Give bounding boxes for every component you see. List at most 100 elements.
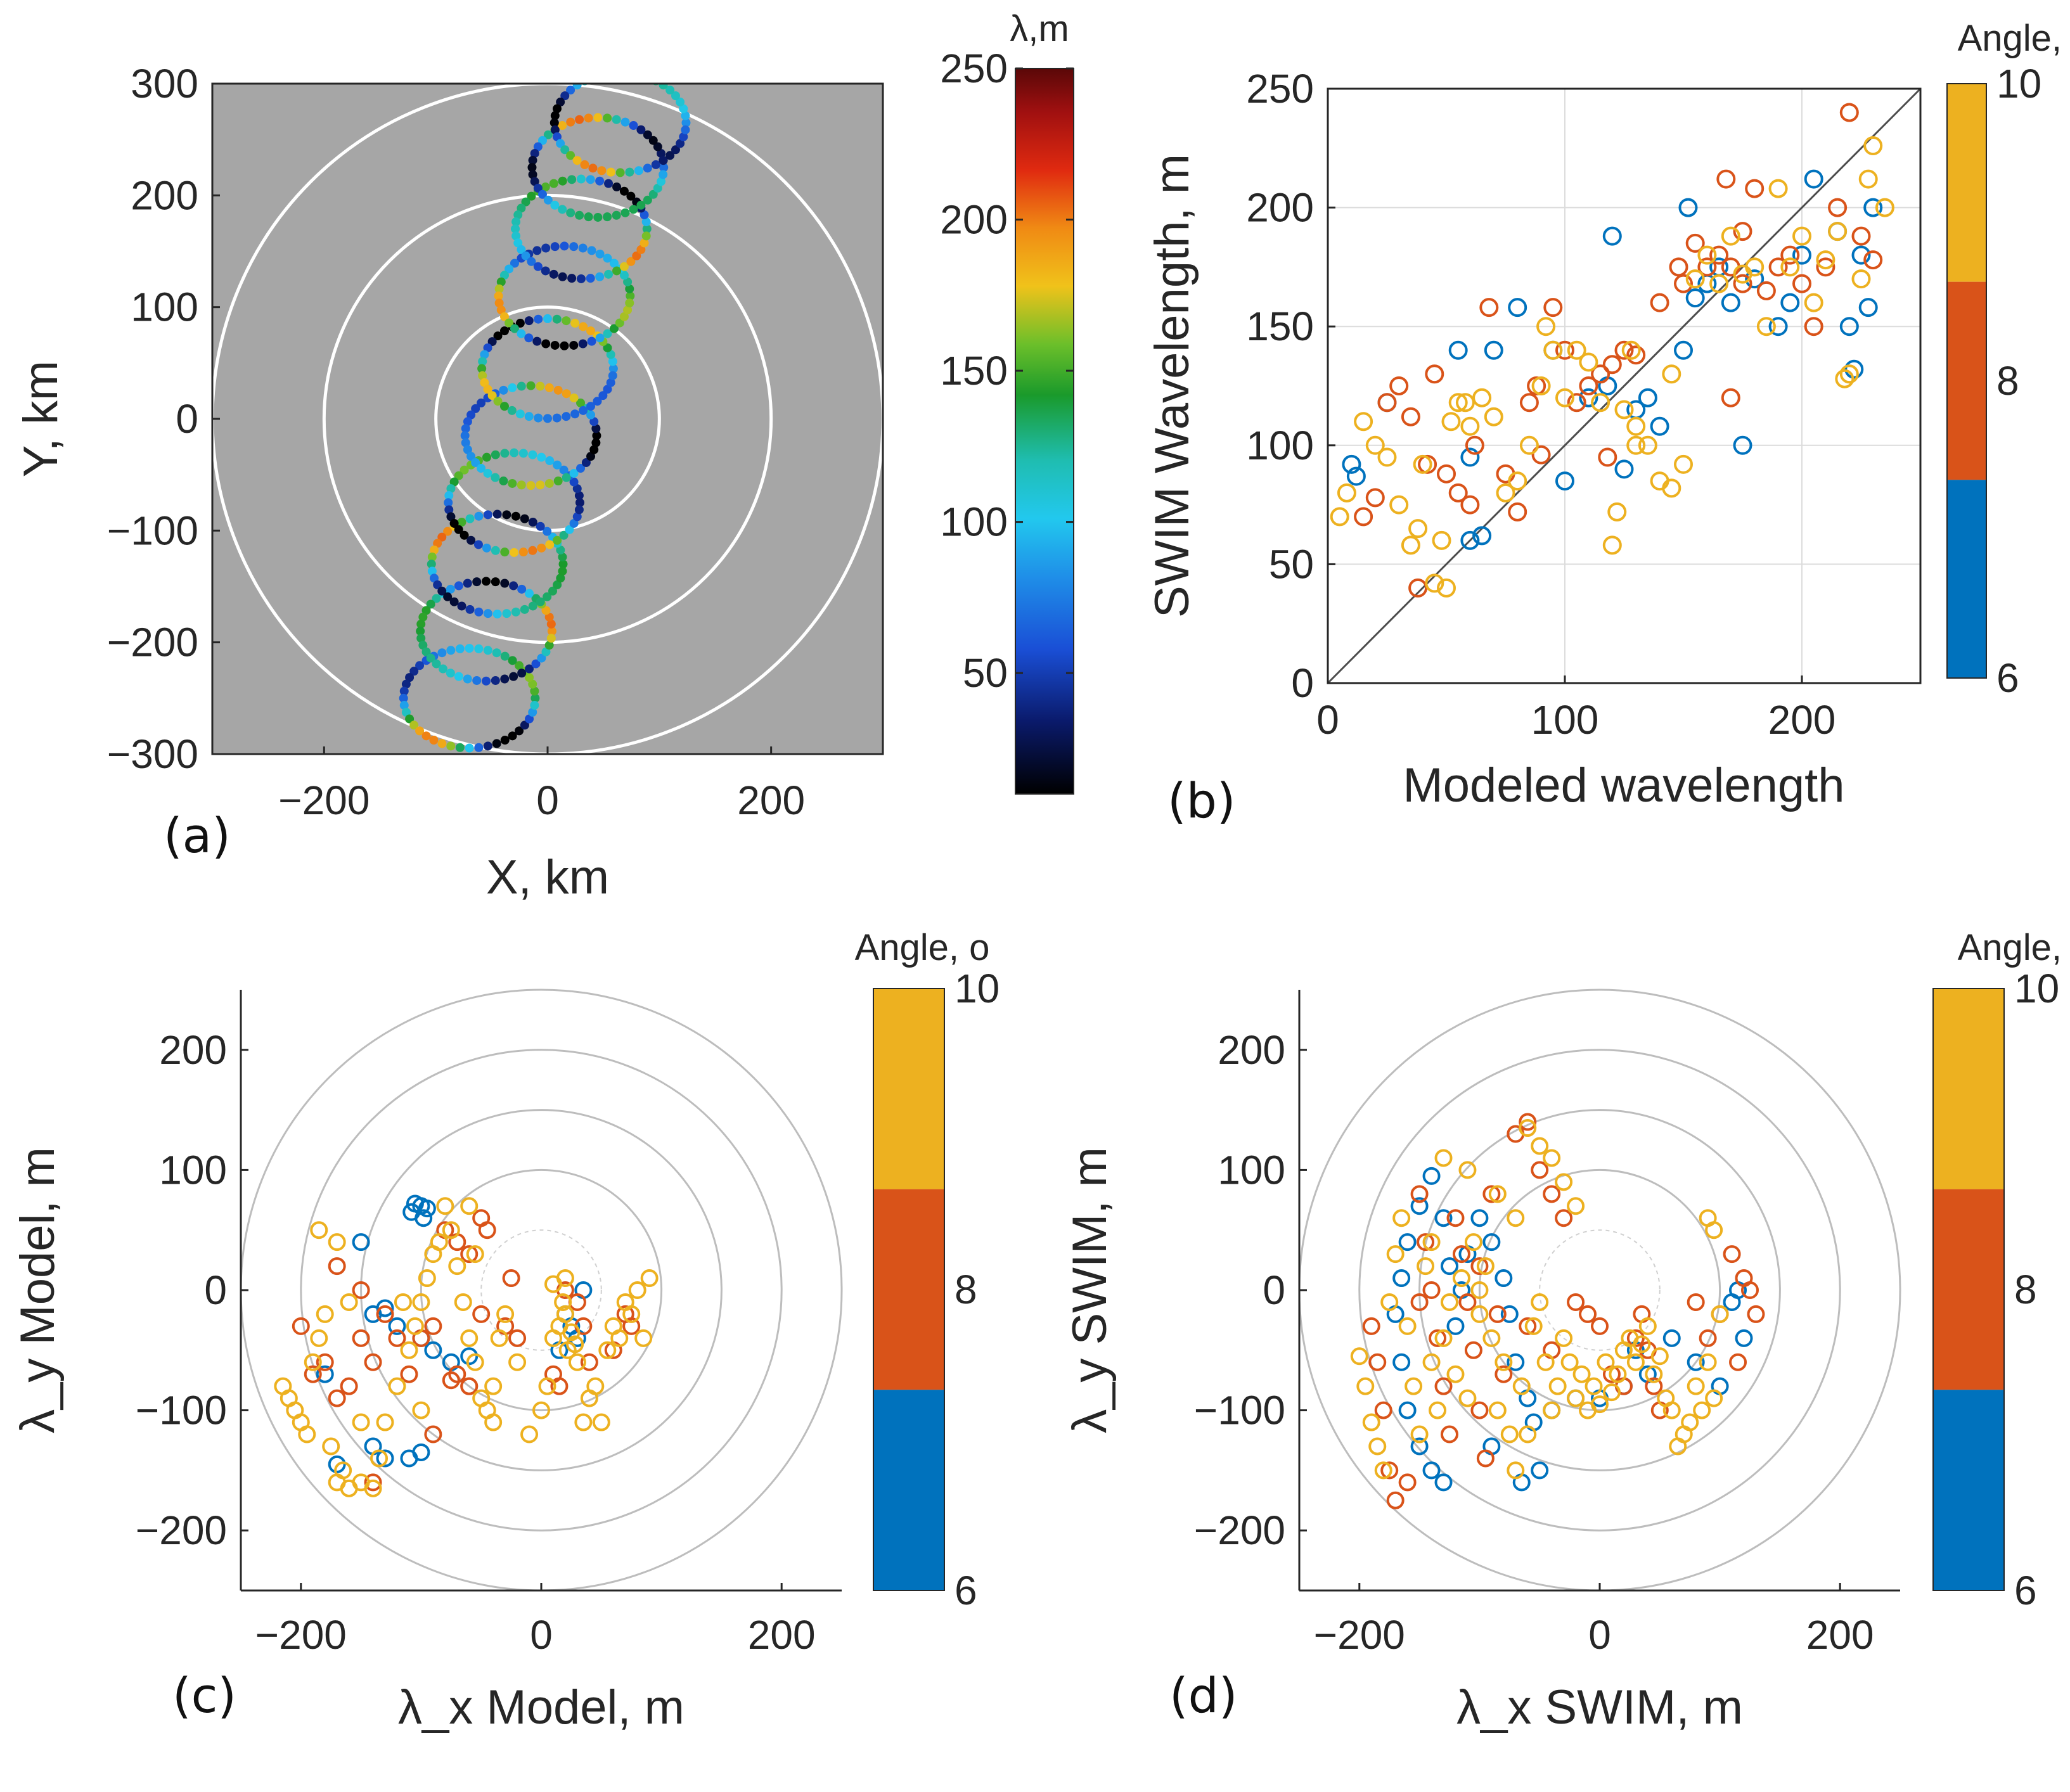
panel-c-colorbar-title: Angle, o [855, 927, 990, 968]
colorbar-segment [1933, 989, 2004, 1189]
panel-d-points [1350, 1113, 1765, 1509]
wavelength-point [454, 672, 463, 681]
data-point [1512, 1377, 1531, 1395]
panel-b-identity-line [1327, 87, 1922, 684]
wavelength-point [586, 452, 596, 461]
wavelength-point [437, 586, 447, 596]
data-point [1531, 1137, 1549, 1155]
data-point [1458, 1293, 1477, 1311]
wavelength-point [676, 98, 685, 107]
wavelength-point [623, 305, 633, 315]
data-point [1851, 245, 1871, 265]
data-point [1452, 1245, 1470, 1264]
wavelength-point [510, 448, 519, 458]
panel-d: −200 0 200 200 100 0 −100 −200 λ_x SWIM, m λ_y … [1063, 927, 2070, 1734]
wavelength-point [500, 449, 510, 458]
x-tick-label: 0 [1588, 1612, 1611, 1658]
data-point [1591, 364, 1610, 384]
colorbar-tick-label: 6 [1996, 655, 2019, 701]
data-point [538, 1377, 556, 1395]
data-point [1472, 526, 1492, 546]
wavelength-point [494, 298, 504, 308]
wavelength-point [493, 397, 503, 406]
wavelength-point [625, 69, 634, 78]
data-point [1398, 1233, 1417, 1251]
wavelength-point [513, 238, 523, 248]
data-point [1356, 1377, 1375, 1395]
wavelength-point [553, 535, 562, 545]
panel-b-axes-box [1327, 87, 1922, 684]
data-point [622, 1305, 641, 1323]
wavelength-point [643, 195, 652, 205]
data-point [1495, 1269, 1513, 1288]
y-tick-label: −200 [1194, 1507, 1285, 1553]
data-point [1685, 269, 1705, 289]
data-point [1721, 293, 1740, 312]
wavelength-point [446, 646, 456, 655]
wavelength-point [511, 217, 521, 227]
y-tick-label: 50 [1269, 541, 1314, 587]
colorbar-frame [873, 988, 945, 1591]
wavelength-point [558, 205, 567, 214]
wavelength-point [409, 667, 419, 676]
wavelength-point [550, 111, 560, 120]
data-point [1460, 530, 1480, 550]
data-point [1484, 340, 1503, 360]
data-point [1602, 1383, 1621, 1402]
wavelength-point [418, 641, 428, 650]
data-point [610, 1329, 629, 1347]
panel-d-colorbar: 10 8 6 [1932, 966, 2059, 1613]
wavelength-point [641, 231, 651, 241]
data-point [1342, 454, 1361, 474]
data-point [1448, 393, 1468, 413]
wavelength-point [533, 183, 543, 193]
colorbar-tick-label: 250 [940, 46, 1008, 91]
data-point [1441, 1293, 1458, 1311]
data-point [1650, 293, 1669, 312]
wavelength-point [527, 191, 536, 201]
wavelength-point [480, 350, 489, 359]
colorbar-segment [1933, 1390, 2004, 1590]
wavelength-point [500, 736, 510, 745]
wavelength-point [517, 245, 526, 254]
data-point [1422, 1233, 1441, 1251]
wavelength-point [525, 664, 534, 674]
wavelength-point [437, 648, 447, 658]
data-point [1567, 340, 1586, 360]
colorbar-frame [1932, 988, 2005, 1591]
wavelength-point [579, 322, 588, 331]
data-point [1362, 1317, 1380, 1335]
wavelength-point [553, 460, 562, 470]
data-point [1479, 298, 1499, 317]
wavelength-point [636, 200, 646, 210]
wavelength-point [492, 509, 502, 519]
wavelength-point [593, 397, 602, 406]
data-point [400, 1365, 418, 1383]
data-point [1709, 245, 1729, 265]
data-point [448, 1365, 466, 1383]
data-point [1555, 1209, 1573, 1227]
wavelength-point [510, 259, 519, 268]
wavelength-point [552, 314, 562, 324]
wavelength-point [518, 449, 528, 458]
data-point [1434, 1209, 1453, 1227]
data-point [478, 1221, 496, 1239]
wavelength-point [474, 511, 484, 521]
data-point [1567, 393, 1586, 413]
data-point [1662, 1401, 1681, 1419]
wavelength-point [612, 210, 621, 220]
data-point [484, 1377, 503, 1395]
wavelength-point [619, 271, 629, 280]
wavelength-point [552, 104, 562, 113]
wavelength-point [616, 68, 625, 77]
data-point [1674, 454, 1693, 474]
wavelength-point [446, 584, 455, 594]
range-ring [480, 1229, 602, 1351]
data-point [1350, 1347, 1368, 1366]
data-point [1519, 1113, 1537, 1131]
wavelength-point [510, 547, 519, 557]
wavelength-point [544, 383, 554, 392]
wavelength-point [575, 115, 584, 124]
wavelength-point [491, 675, 500, 685]
wavelength-point [517, 381, 526, 391]
